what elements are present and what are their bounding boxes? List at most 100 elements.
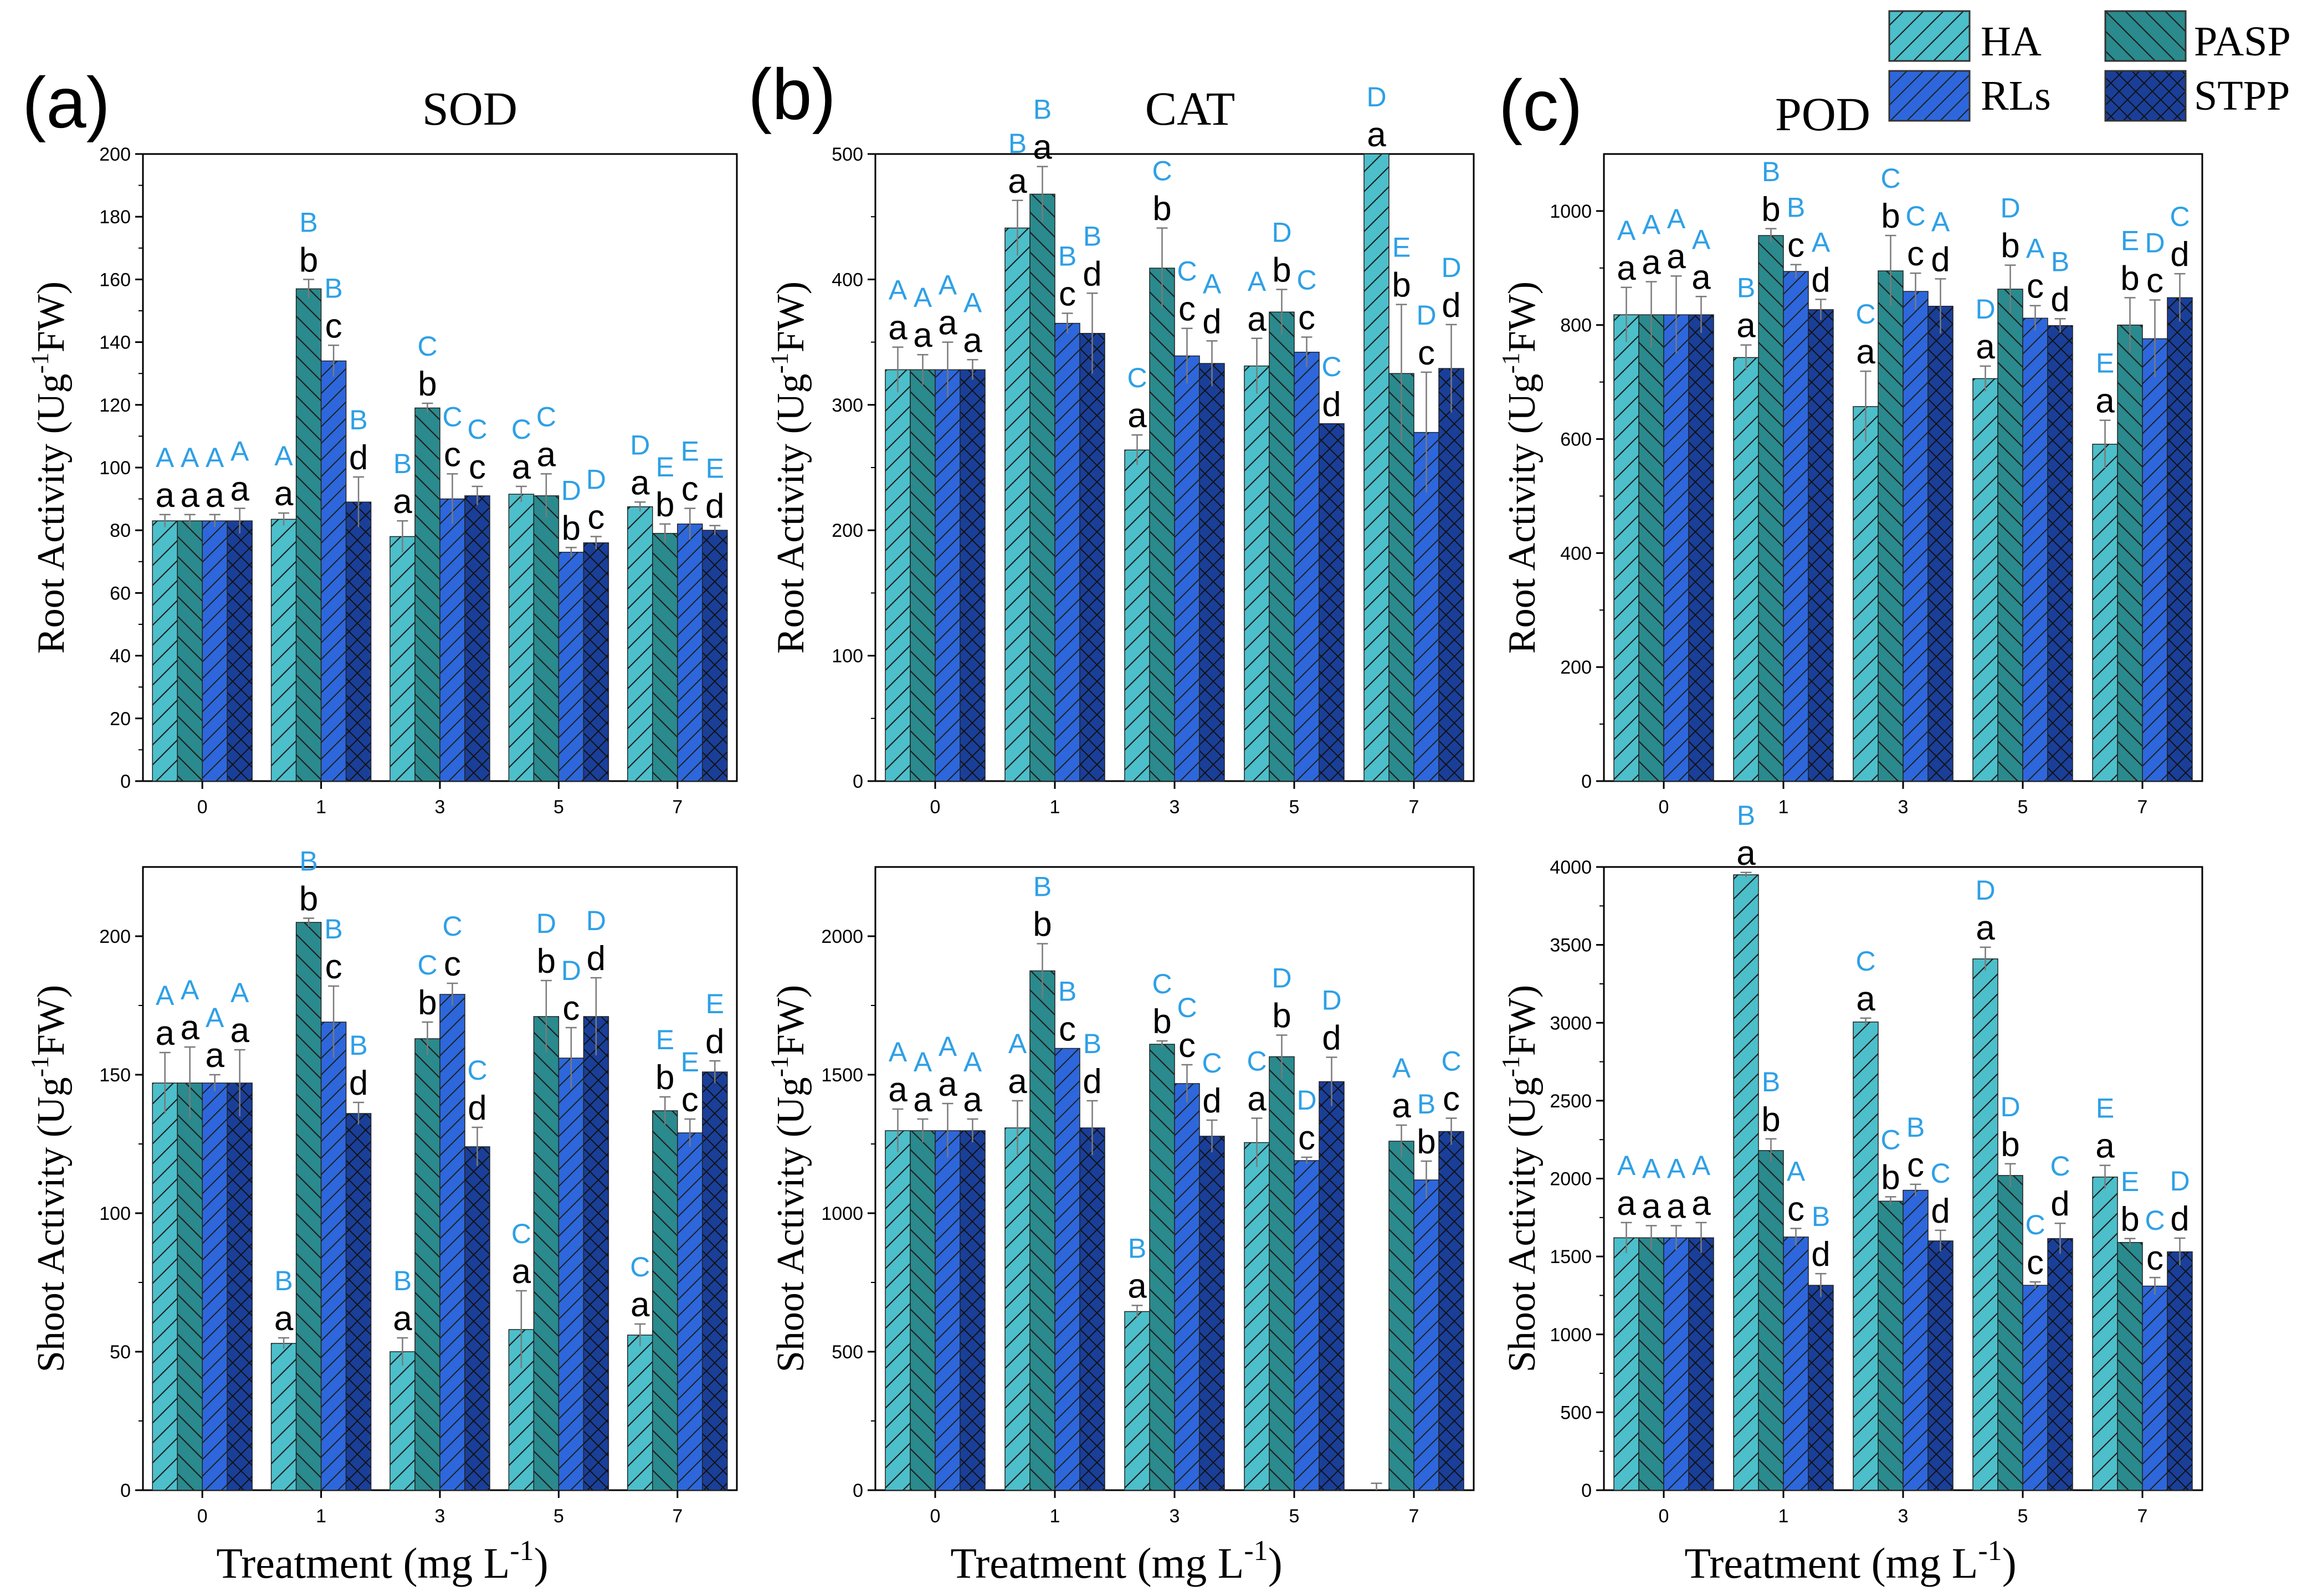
sig-letter-lower-HA: a — [393, 1300, 412, 1338]
sig-letter-lower-STPP: d — [349, 439, 368, 477]
sig-letter-lower-HA: a — [155, 476, 175, 515]
sig-letter-upper-RLs: D — [2145, 227, 2165, 258]
ylabel-main: Shoot Activity (Ug — [770, 1077, 812, 1372]
y-tick-label: 0 — [120, 1480, 131, 1501]
y-tick-label: 500 — [1560, 1402, 1592, 1423]
bar-STPP — [2047, 1238, 2073, 1491]
sig-letter-upper-HA: A — [889, 275, 907, 306]
bar-PASP — [1269, 1056, 1295, 1491]
chart-b-shoot: Shoot Activity (Ug-1FW) 0 500 1000 1500 2000 0… — [765, 866, 1475, 1527]
bar-STPP — [1199, 363, 1225, 782]
sig-letter-upper-PASP: B — [1762, 156, 1780, 187]
sig-letter-lower-STPP: c — [1443, 1080, 1460, 1118]
sig-letter-upper-HA: B — [1128, 1233, 1146, 1264]
sig-letter-lower-STPP: d — [349, 1064, 368, 1102]
y-tick-label: 1000 — [1550, 1325, 1592, 1346]
sig-letter-upper-PASP: B — [1033, 871, 1052, 902]
sig-letter-upper-STPP: B — [1083, 220, 1101, 252]
sig-letter-upper-STPP: D — [586, 905, 606, 936]
y-tick-label: 160 — [99, 269, 131, 290]
bar-STPP — [2167, 1251, 2193, 1491]
xlabel-b-sup: -1 — [1244, 1535, 1268, 1567]
y-tick-label: 3000 — [1550, 1013, 1592, 1034]
ylabel-sup: -1 — [1496, 1056, 1525, 1077]
y-tick-label: 600 — [1560, 429, 1592, 450]
x-tick-label: 7 — [1409, 1506, 1419, 1527]
sig-letter-lower-PASP: a — [1642, 1187, 1661, 1225]
x-tick-label: 1 — [1778, 1506, 1789, 1527]
x-tick-label: 1 — [316, 1506, 326, 1527]
sig-letter-lower-PASP: b — [1392, 266, 1411, 305]
chart-a-shoot: Shoot Activity (Ug-1FW)0501001502000aAaA… — [25, 846, 738, 1527]
bar-HA — [508, 494, 535, 782]
bar-HA — [1244, 365, 1270, 782]
y-tick-label: 2000 — [821, 926, 863, 947]
sig-letter-lower-PASP: b — [1761, 191, 1780, 229]
bar-PASP — [177, 520, 203, 782]
x-tick-label: 3 — [1170, 797, 1180, 818]
sig-letter-lower-RLs: a — [1667, 1187, 1686, 1225]
y-tick-label: 200 — [99, 144, 131, 165]
sig-letter-upper-RLs: C — [1296, 265, 1316, 296]
bar-RLs — [1174, 355, 1200, 782]
sig-letter-lower-STPP: d — [2170, 235, 2189, 274]
y-tick-label: 100 — [832, 646, 863, 667]
ylabel-main: Shoot Activity (Ug — [30, 1077, 73, 1372]
chart-c-shoot: Shoot Activity (Ug-1FW)05001000150020002… — [1496, 800, 2203, 1527]
bar-RLs — [677, 1132, 703, 1491]
sig-letter-upper-STPP: A — [1931, 206, 1950, 237]
bar-RLs — [1054, 1048, 1080, 1491]
sig-letter-lower-STPP: a — [1691, 258, 1711, 296]
bar-STPP — [583, 1016, 609, 1491]
legend-label-RLs: RLs — [1981, 73, 2051, 119]
ylabel-end: FW) — [1501, 985, 1544, 1056]
y-tick-label: 100 — [99, 458, 131, 479]
bar-HA — [1733, 357, 1759, 782]
ylabel-c-shoot: Shoot Activity (Ug-1FW) — [1496, 985, 1544, 1372]
sig-letter-upper-STPP: A — [1692, 1150, 1711, 1181]
y-tick-label: 500 — [832, 144, 863, 165]
sig-letter-lower-RLs: a — [1667, 238, 1686, 276]
ylabel-sup: -1 — [765, 1056, 793, 1077]
sig-letter-lower-RLs: c — [325, 307, 342, 345]
sig-letter-lower-HA: a — [1617, 1184, 1636, 1223]
ylabel-a-root: Root Activity (Ug-1FW) — [25, 281, 73, 654]
sig-letter-upper-RLs: B — [1787, 192, 1805, 223]
bar-RLs — [1054, 322, 1080, 782]
sig-letter-upper-RLs: B — [1417, 1089, 1435, 1120]
bar-STPP — [1319, 1081, 1345, 1491]
sig-letter-lower-HA: a — [1856, 980, 1875, 1018]
sig-letter-lower-STPP: d — [1322, 1019, 1341, 1058]
bar-PASP — [1029, 970, 1055, 1491]
sig-letter-upper-PASP: A — [181, 974, 199, 1005]
y-tick-label: 100 — [99, 1203, 131, 1224]
sig-letter-upper-RLs: A — [206, 442, 224, 473]
bar-STPP — [464, 495, 490, 782]
bar-RLs — [2022, 317, 2048, 782]
bar-RLs — [935, 369, 961, 782]
y-tick-label: 80 — [110, 520, 131, 541]
ylabel-end: FW) — [1501, 281, 1544, 352]
xlabel-a-sup: -1 — [510, 1535, 534, 1567]
sig-letter-lower-HA: a — [2095, 382, 2115, 420]
sig-letter-upper-PASP: A — [1642, 1153, 1661, 1184]
bar-HA — [1972, 378, 1998, 782]
bar-RLs — [320, 360, 347, 782]
bar-PASP — [1638, 314, 1664, 782]
sig-letter-upper-RLs: E — [681, 436, 699, 467]
sig-letter-upper-RLs: A — [1667, 203, 1686, 234]
bar-PASP — [414, 1038, 440, 1491]
sig-letter-upper-PASP: E — [656, 451, 674, 483]
sig-letter-lower-HA: a — [888, 1071, 907, 1109]
sig-letter-lower-HA: a — [1736, 834, 1756, 873]
sig-letter-lower-STPP: a — [230, 470, 249, 509]
sig-letter-upper-RLs: E — [681, 1046, 699, 1077]
sig-letter-upper-PASP: A — [1642, 209, 1661, 240]
sig-letter-lower-HA: a — [512, 448, 531, 486]
sig-letter-lower-PASP: b — [1152, 190, 1171, 228]
sig-letter-lower-HA: a — [1976, 328, 1995, 366]
sig-letter-lower-RLs: c — [1787, 227, 1804, 265]
bar-PASP — [533, 1016, 560, 1491]
y-tick-label: 1000 — [1550, 201, 1592, 222]
sig-letter-upper-HA: B — [393, 1265, 412, 1296]
